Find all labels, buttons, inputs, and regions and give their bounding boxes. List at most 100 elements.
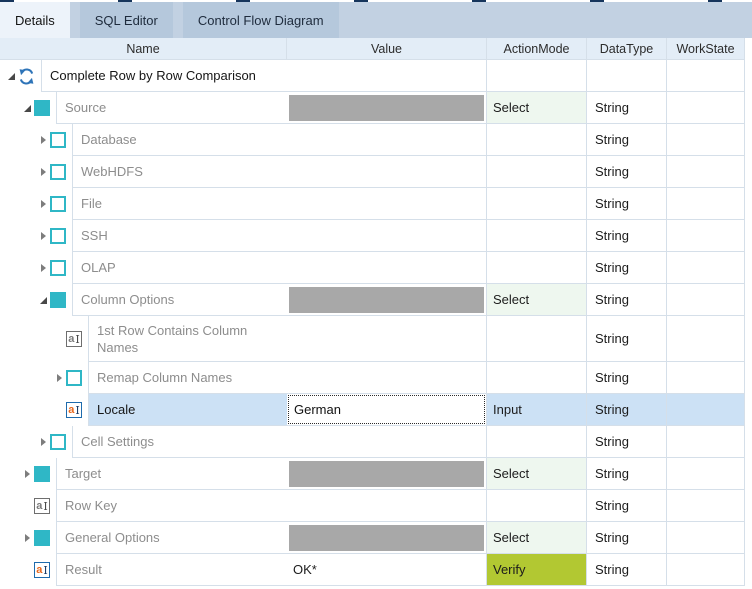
name-cell[interactable]: aI OLAP xyxy=(0,252,287,284)
action-mode-cell[interactable]: Verify xyxy=(487,554,587,586)
tree-row-webhdfs[interactable]: aI WebHDFS String xyxy=(0,156,752,188)
action-mode-cell[interactable] xyxy=(487,220,587,252)
name-cell-content[interactable]: Remap Column Names xyxy=(88,362,287,394)
value-cell[interactable] xyxy=(287,252,487,284)
name-cell[interactable]: aI General Options xyxy=(0,522,287,554)
expander-arrow-icon[interactable] xyxy=(52,374,66,382)
tab-details[interactable]: Details xyxy=(0,2,70,38)
value-cell[interactable] xyxy=(287,316,487,362)
expander-arrow-icon[interactable] xyxy=(36,438,50,446)
name-cell-content[interactable]: Column Options xyxy=(72,284,287,316)
name-cell[interactable]: aI WebHDFS xyxy=(0,156,287,188)
value-cell[interactable]: OK* xyxy=(287,554,487,586)
tree-row-olap[interactable]: aI OLAP String xyxy=(0,252,752,284)
value-cell[interactable] xyxy=(287,156,487,188)
name-cell[interactable]: aI File xyxy=(0,188,287,220)
name-cell[interactable]: aI Database xyxy=(0,124,287,156)
expander-arrow-icon[interactable] xyxy=(20,470,34,478)
value-cell[interactable] xyxy=(287,490,487,522)
name-cell-content[interactable]: File xyxy=(72,188,287,220)
name-cell-content[interactable]: OLAP xyxy=(72,252,287,284)
action-mode-cell[interactable]: Input xyxy=(487,394,587,426)
name-cell-content[interactable]: SSH xyxy=(72,220,287,252)
value-cell[interactable] xyxy=(287,522,487,554)
value-cell[interactable] xyxy=(287,220,487,252)
action-mode-cell[interactable] xyxy=(487,60,587,92)
action-mode-cell[interactable]: Select xyxy=(487,458,587,490)
action-mode-cell[interactable] xyxy=(487,362,587,394)
expander-arrow-icon[interactable] xyxy=(36,200,50,208)
tree-row-cell-settings[interactable]: aI Cell Settings String xyxy=(0,426,752,458)
value-cell[interactable]: German xyxy=(287,394,487,426)
tree-row-remap-column-names[interactable]: aI Remap Column Names String xyxy=(0,362,752,394)
value-cell[interactable] xyxy=(287,284,487,316)
tree-row-general-options[interactable]: aI General Options Select String xyxy=(0,522,752,554)
expander-arrow-icon[interactable] xyxy=(36,232,50,240)
action-mode-cell[interactable]: Select xyxy=(487,284,587,316)
tree-row-source[interactable]: aI Source Select String xyxy=(0,92,752,124)
value-editor-focused[interactable]: German xyxy=(288,395,485,424)
action-mode-cell[interactable] xyxy=(487,490,587,522)
tree-row-database[interactable]: aI Database String xyxy=(0,124,752,156)
name-cell-content[interactable]: Row Key xyxy=(56,490,287,522)
column-header-workstate[interactable]: WorkState xyxy=(667,38,745,60)
name-cell-content[interactable]: Complete Row by Row Comparison xyxy=(41,60,287,92)
name-cell[interactable]: aI Column Options xyxy=(0,284,287,316)
column-header-datatype[interactable]: DataType xyxy=(587,38,667,60)
value-cell[interactable] xyxy=(287,458,487,490)
name-cell[interactable]: Complete Row by Row Comparison xyxy=(0,60,287,92)
expander-arrow-icon[interactable] xyxy=(36,168,50,176)
value-cell[interactable] xyxy=(287,362,487,394)
column-header-name[interactable]: Name xyxy=(0,38,287,60)
expander-arrow-icon[interactable] xyxy=(36,136,50,144)
name-cell-content[interactable]: WebHDFS xyxy=(72,156,287,188)
action-mode-cell[interactable] xyxy=(487,188,587,220)
action-mode-cell[interactable]: Select xyxy=(487,92,587,124)
value-cell[interactable] xyxy=(287,426,487,458)
action-mode-cell[interactable] xyxy=(487,426,587,458)
value-cell[interactable] xyxy=(287,60,487,92)
name-cell-content[interactable]: Source xyxy=(56,92,287,124)
tree-row-target[interactable]: aI Target Select String xyxy=(0,458,752,490)
name-cell[interactable]: aI Remap Column Names xyxy=(0,362,287,394)
action-mode-cell[interactable] xyxy=(487,316,587,362)
name-cell-content[interactable]: 1st Row Contains Column Names xyxy=(88,316,287,362)
value-cell[interactable] xyxy=(287,188,487,220)
name-cell[interactable]: aI Source xyxy=(0,92,287,124)
column-header-value[interactable]: Value xyxy=(287,38,487,60)
name-cell[interactable]: aI Cell Settings xyxy=(0,426,287,458)
expander-arrow-icon[interactable] xyxy=(4,73,18,80)
action-mode-cell[interactable] xyxy=(487,252,587,284)
name-cell[interactable]: aI SSH xyxy=(0,220,287,252)
tree-row-file[interactable]: aI File String xyxy=(0,188,752,220)
action-mode-cell[interactable]: Select xyxy=(487,522,587,554)
tree-row-complete-row-by-row-comparison[interactable]: Complete Row by Row Comparison xyxy=(0,60,752,92)
column-header-actionmode[interactable]: ActionMode xyxy=(487,38,587,60)
expander-arrow-icon[interactable] xyxy=(36,297,50,304)
expander-arrow-icon[interactable] xyxy=(20,105,34,112)
expander-arrow-icon[interactable] xyxy=(20,534,34,542)
name-cell-content[interactable]: Locale xyxy=(88,394,287,426)
name-cell-content[interactable]: Cell Settings xyxy=(72,426,287,458)
name-cell-content[interactable]: General Options xyxy=(56,522,287,554)
name-cell-content[interactable]: Target xyxy=(56,458,287,490)
tab-sql-editor[interactable]: SQL Editor xyxy=(79,2,173,38)
tree-row-column-options[interactable]: aI Column Options Select String xyxy=(0,284,752,316)
name-cell[interactable]: aI Target xyxy=(0,458,287,490)
tree-row-ssh[interactable]: aI SSH String xyxy=(0,220,752,252)
value-cell[interactable] xyxy=(287,92,487,124)
name-cell-content[interactable]: Database xyxy=(72,124,287,156)
action-mode-cell[interactable] xyxy=(487,156,587,188)
tab-control-flow-diagram[interactable]: Control Flow Diagram xyxy=(182,2,339,38)
value-cell[interactable] xyxy=(287,124,487,156)
name-cell-content[interactable]: Result xyxy=(56,554,287,586)
expander-arrow-icon[interactable] xyxy=(36,264,50,272)
